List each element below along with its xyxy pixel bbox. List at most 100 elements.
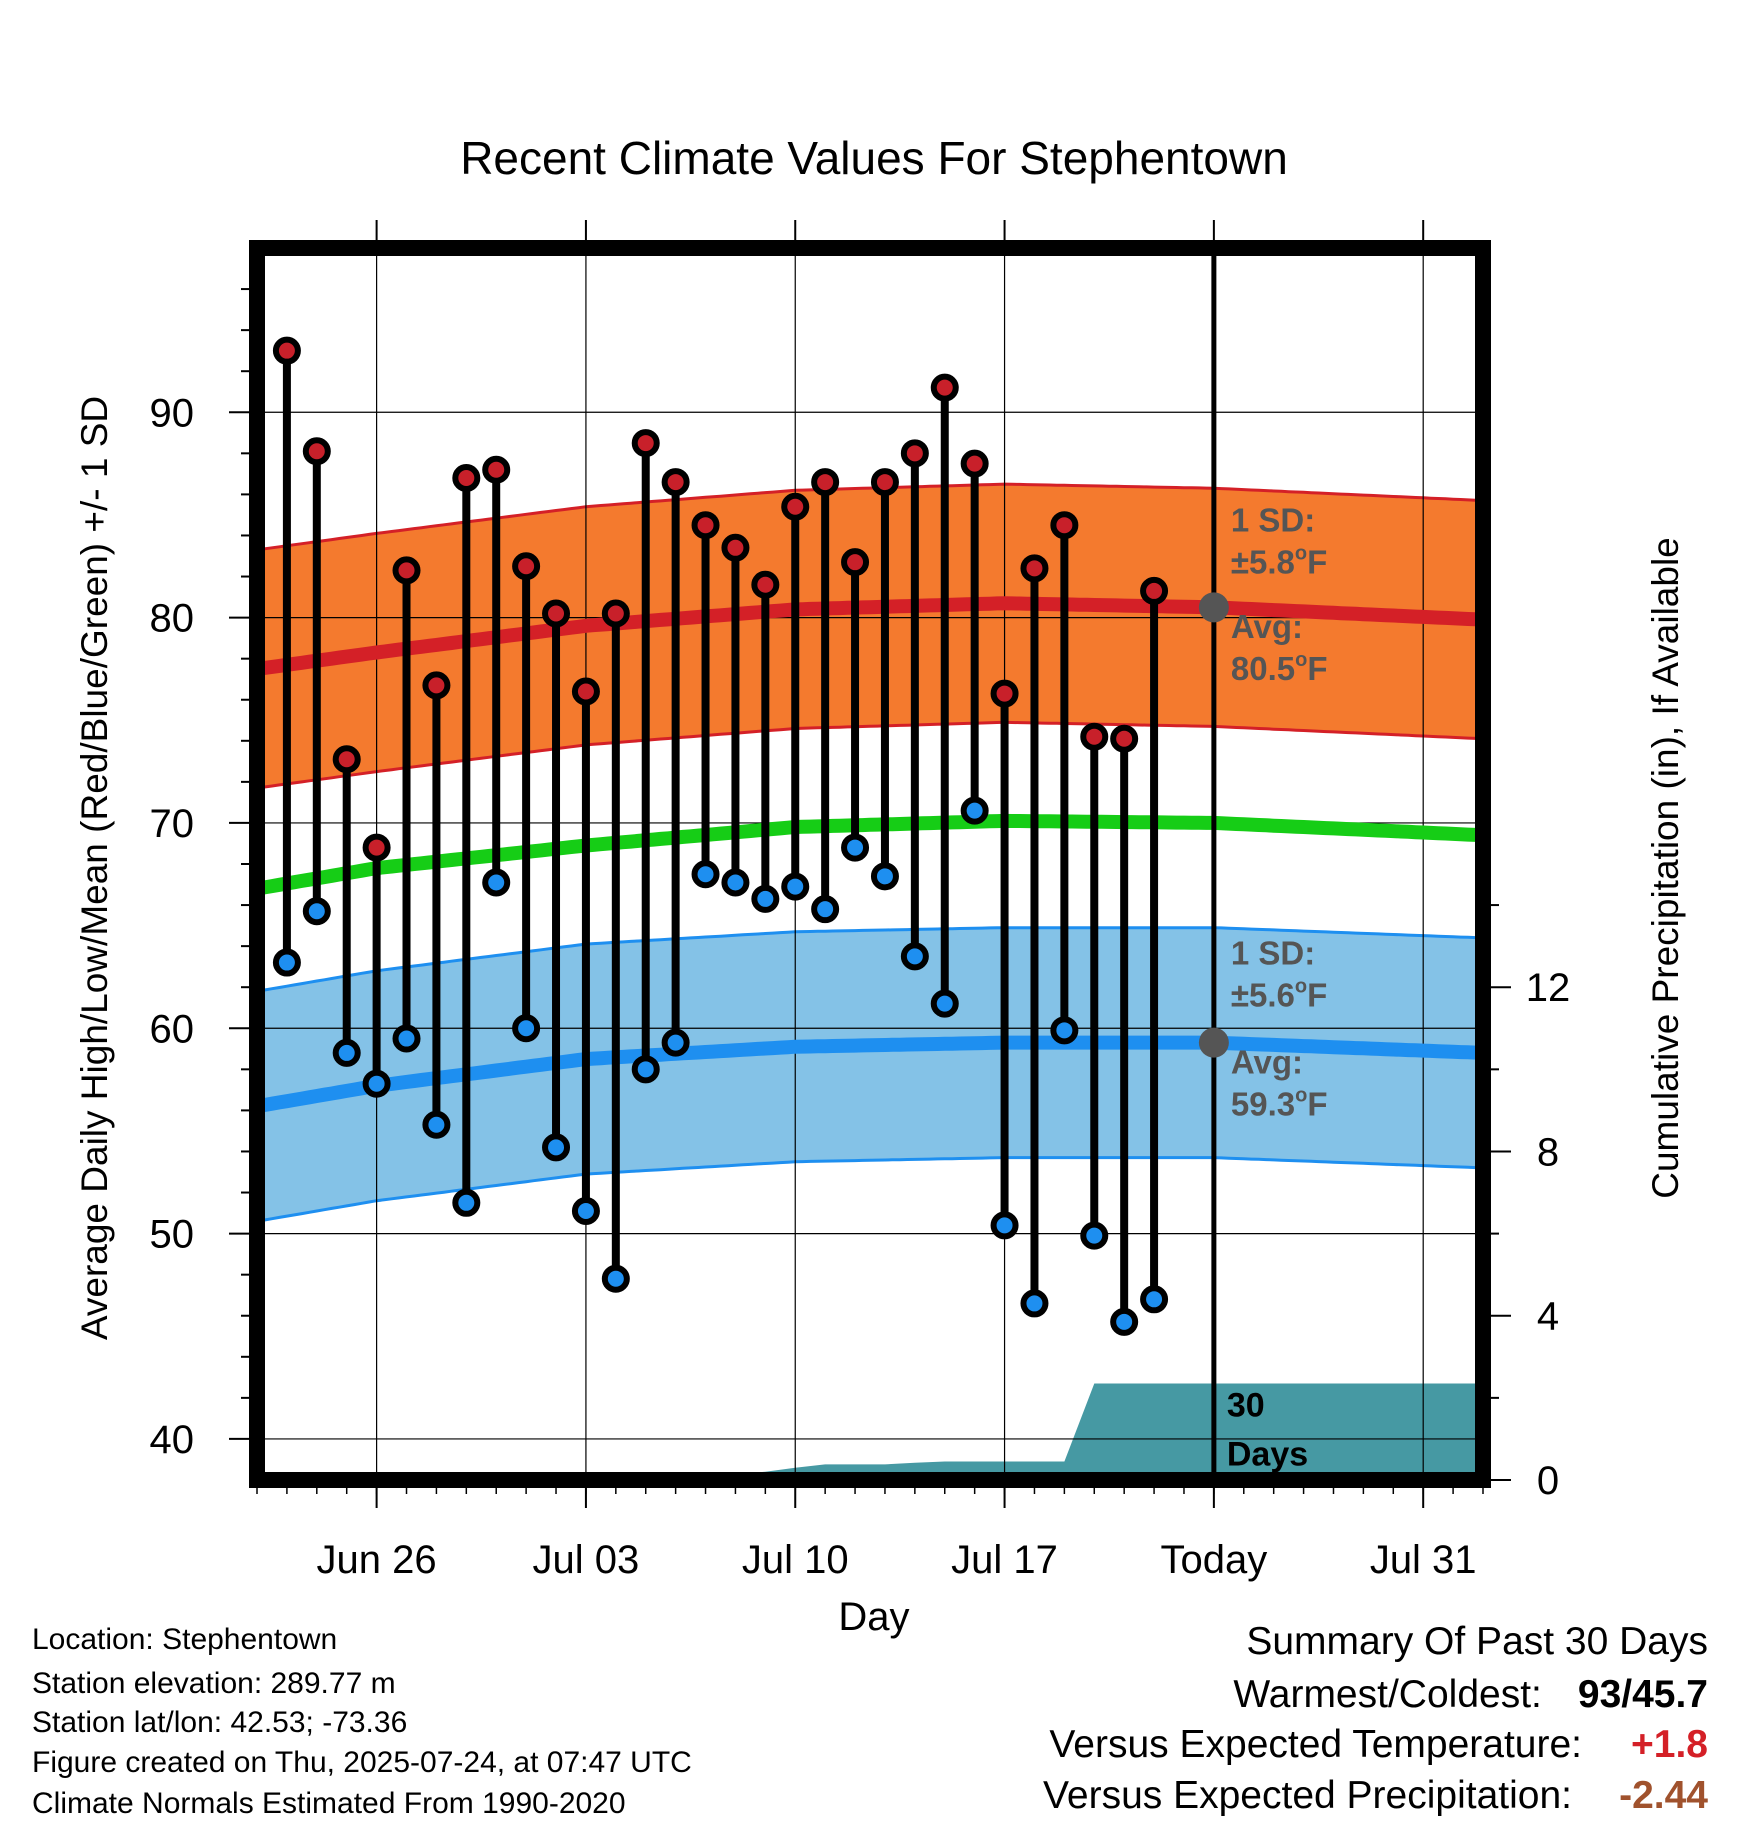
y-left-tick-label: 50 [150,1213,195,1257]
mean-average-line [257,813,1483,896]
high-sd-lower-edge [257,720,1483,790]
high-sd-annotation-line2: ±5.8oF [1231,542,1327,580]
daily-low-point [512,1014,541,1043]
summary-temperature: Versus Expected Temperature: +1.8 [1049,1725,1708,1765]
daily-high-point [1020,554,1049,583]
x-tick-label: Jul 10 [742,1538,849,1582]
daily-high-point [1110,724,1139,753]
y-right-tick-label: 0 [1537,1459,1559,1503]
high-avg-annotation-line2: 80.5oF [1231,649,1328,687]
summary-precipitation: Versus Expected Precipitation: -2.44 [1043,1776,1708,1816]
daily-low-point [1080,1221,1109,1250]
daily-low-point [332,1038,361,1067]
daily-low-point [691,860,720,889]
footer-normals: Climate Normals Estimated From 1990-2020 [32,1787,626,1820]
daily-low-point [930,989,959,1018]
footer-elevation: Station elevation: 289.77 m [32,1667,396,1700]
y-left-tick-label: 40 [150,1418,195,1462]
y-axis-label-left: Average Daily High/Low/Mean (Red/Blue/Gr… [74,396,115,1340]
footer-location: Location: Stephentown [32,1623,338,1656]
low-avg-annotation-line2: 59.3oF [1231,1084,1328,1122]
summary-title: Summary Of Past 30 Days [1246,1622,1708,1662]
daily-high-point [272,336,301,365]
daily-low-point [422,1110,451,1139]
footer-created: Figure created on Thu, 2025-07-24, at 07… [32,1746,692,1779]
high-avg-annotation: Avg: 80.5oF [1231,608,1328,687]
low-sd-annotation: 1 SD: ±5.6oF [1231,935,1327,1014]
daily-high-point [870,468,899,497]
daily-low-point [661,1028,690,1057]
high-sd-annotation: 1 SD: ±5.8oF [1231,501,1327,580]
daily-high-point [960,449,989,478]
daily-low-point [482,868,511,897]
daily-low-point [542,1133,571,1162]
daily-high-point [990,679,1019,708]
daily-high-point [631,429,660,458]
daily-low-point [990,1211,1019,1240]
daily-high-point [392,556,421,585]
daily-low-point [302,897,331,926]
x-tick-label: Jun 26 [317,1538,437,1582]
daily-high-point [781,492,810,521]
chart-title: Recent Climate Values For Stephentown [460,132,1288,184]
x-tick-label: Jul 31 [1370,1538,1477,1582]
footer-latlon: Station lat/lon: 42.53; -73.36 [32,1706,408,1739]
daily-high-point [900,439,929,468]
daily-low-point [392,1024,421,1053]
temp-departure-value: +1.8 [1631,1723,1708,1766]
daily-low-point [362,1069,391,1098]
daily-high-point [332,745,361,774]
daily-low-point [272,948,301,977]
plot-area: 1 SD: ±5.8oF Avg: 80.5oF 1 SD: ±5.6oF Avg: 59.3… [150,220,1571,1582]
daily-high-point [721,533,750,562]
daily-high-point [422,671,451,700]
daily-high-point [751,570,780,599]
plot-interior [257,248,1483,1480]
summary-title-text: Summary Of Past 30 Days [1246,1620,1708,1663]
x-tick-label: Jul 17 [951,1538,1058,1582]
daily-low-point [900,942,929,971]
daily-high-point [302,437,331,466]
daily-low-point [721,868,750,897]
daily-high-point [362,833,391,862]
today-low-avg-marker [1198,1027,1229,1058]
high-sd-annotation-line1: 1 SD: [1231,501,1315,538]
daily-low-point [1140,1285,1169,1314]
y-left-tick-label: 60 [150,1007,195,1051]
high-sd-band [257,484,1483,788]
precip-departure-label: Versus Expected Precipitation: [1043,1774,1572,1817]
x-tick-label: Today [1161,1538,1268,1582]
x-axis-label: Day [838,1595,909,1639]
daily-high-point [1050,511,1079,540]
daily-high-point [1080,722,1109,751]
daily-low-point [601,1264,630,1293]
x-tick-label: Jul 03 [533,1538,640,1582]
daily-low-point [571,1197,600,1226]
daily-low-point [841,833,870,862]
today-high-avg-marker [1198,592,1229,623]
daily-high-point [811,468,840,497]
y-right-tick-label: 8 [1537,1130,1559,1174]
daily-high-point [512,552,541,581]
window-annotation-label: Days [1227,1436,1308,1474]
y-left-tick-label: 90 [150,391,195,435]
high-average-line [257,596,1483,676]
daily-high-point [691,511,720,540]
daily-high-point [841,548,870,577]
y-right-tick-label: 4 [1537,1295,1559,1339]
y-right-tick-label: 12 [1526,966,1571,1010]
daily-low-point [1110,1307,1139,1336]
plot-frame [249,240,1491,1488]
y-axis-label-right: Cumulative Precipitation (in), If Availa… [1645,537,1686,1199]
warmest-coldest-value: 93/45.7 [1577,1673,1708,1716]
precip-departure-value: -2.44 [1619,1774,1708,1817]
daily-low-point [960,796,989,825]
daily-low-point [452,1188,481,1217]
daily-high-point [482,455,511,484]
daily-high-point [1140,576,1169,605]
y-left-tick-label: 80 [150,597,195,641]
daily-high-point [601,599,630,628]
high-sd-upper-edge [257,482,1483,552]
low-sd-annotation-line1: 1 SD: [1231,935,1315,972]
